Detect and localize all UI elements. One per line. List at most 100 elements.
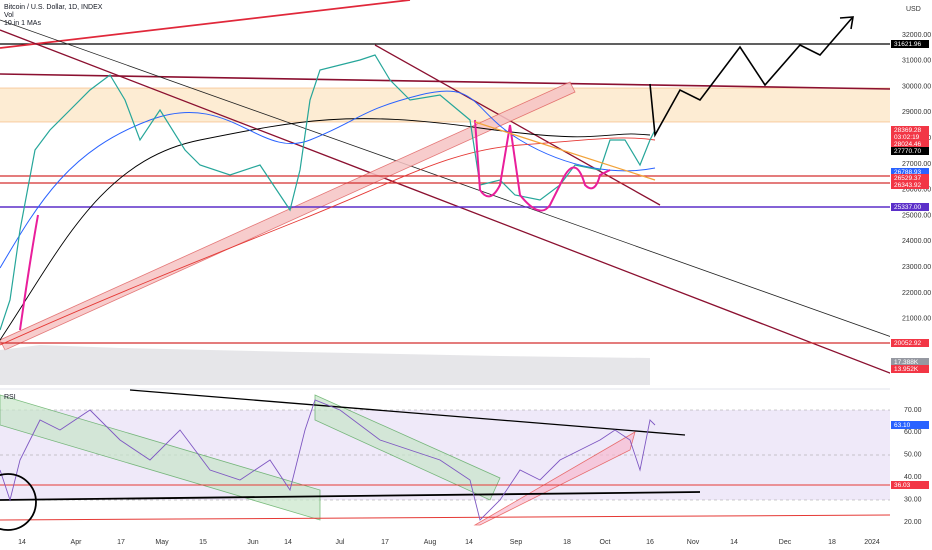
- time-tick-label: Jun: [247, 539, 258, 546]
- time-scale: [0, 532, 890, 550]
- price-tag: 20052.92: [891, 339, 929, 347]
- price-tag: 36.03: [891, 481, 929, 489]
- tag-box: [891, 168, 929, 176]
- price-tick-label: 25000.00: [902, 212, 931, 219]
- tag-label: 31621.96: [894, 41, 921, 48]
- time-tick-label: 14: [730, 539, 738, 546]
- trend-line: [0, 0, 411, 49]
- rsi-title: RSI: [4, 394, 16, 401]
- price-tag: 27770.70: [891, 147, 929, 155]
- price-tick-label: 32000.00: [902, 32, 931, 39]
- time-tick-label: 18: [563, 539, 571, 546]
- time-tick-label: Dec: [779, 539, 792, 546]
- price-tick-label: 24000.00: [902, 238, 931, 245]
- rsi-tick-label: 20.00: [904, 519, 922, 526]
- tag-label: 63.10: [894, 422, 911, 429]
- trend-line: [0, 29, 896, 376]
- time-tick-label: 14: [465, 539, 473, 546]
- rsi-tick-label: 70.00: [904, 407, 922, 414]
- projection: [649, 17, 853, 138]
- tag-box: [891, 339, 929, 347]
- rsi-line: [0, 399, 656, 521]
- price-tick-label: 30000.00: [902, 83, 931, 90]
- tag-label: 26529.37: [894, 175, 921, 182]
- tag-box: [891, 481, 929, 489]
- time-tick-label: May: [155, 539, 169, 546]
- tag-box: [891, 133, 929, 141]
- price-tick-label: 31000.00: [902, 58, 931, 65]
- tag-box: [891, 174, 929, 182]
- trend-line: [0, 19, 901, 341]
- tag-box: [891, 126, 929, 134]
- price-tick-label: 22000.00: [902, 290, 931, 297]
- rsi-channel: [473, 431, 636, 526]
- rsi-tick-label: 40.00: [904, 474, 922, 481]
- time-tick-label: Nov: [687, 539, 700, 546]
- tag-box: [891, 358, 929, 366]
- price-tick-label: 23000.00: [902, 264, 931, 271]
- tag-box: [891, 203, 929, 211]
- time-tick-label: 16: [646, 539, 654, 546]
- time-tick-label: Jul: [336, 539, 345, 546]
- time-tick-label: 14: [284, 539, 292, 546]
- tag-box: [891, 365, 929, 373]
- currency-label: USD: [906, 6, 921, 13]
- trend-line: [0, 73, 891, 90]
- time-tick-label: Oct: [600, 539, 611, 546]
- symbol-title: Bitcoin / U.S. Dollar, 1D, INDEX: [4, 4, 103, 11]
- time-tick-label: 2024: [864, 539, 880, 546]
- tag-box: [891, 40, 929, 48]
- price-tag: 26529.37: [891, 174, 929, 182]
- time-tick-label: 15: [199, 539, 207, 546]
- time-tick-label: 18: [828, 539, 836, 546]
- tag-label: 25337.00: [894, 204, 921, 211]
- price-tag: 25337.00: [891, 203, 929, 211]
- price-tag: 26788.93: [891, 168, 929, 176]
- price-tag: 13.952K: [891, 365, 929, 373]
- time-tick-label: Apr: [71, 539, 83, 546]
- moving-average: [0, 90, 656, 269]
- price-scale: [890, 0, 932, 550]
- rsi-tick-label: 60.00: [904, 429, 922, 436]
- tag-label: 28024.46: [894, 141, 921, 148]
- price-tick-label: 26000.00: [902, 187, 931, 194]
- time-tick-label: 17: [381, 539, 389, 546]
- tag-box: [891, 140, 929, 148]
- tag-label: 17.388K: [894, 359, 919, 366]
- moving-average: [0, 137, 656, 346]
- tag-label: 36.03: [894, 482, 911, 489]
- rsi-trend: [0, 514, 891, 521]
- time-tick-label: Aug: [424, 539, 437, 546]
- price-tag: 63.10: [891, 421, 929, 429]
- time-tick-label: Sep: [510, 539, 523, 546]
- indicator-label: 10 in 1 MAs: [4, 20, 41, 27]
- volume-area: [0, 345, 650, 385]
- tag-label: 03:02:19: [894, 134, 920, 141]
- tag-label: 20052.92: [894, 340, 921, 347]
- rsi-channel: [314, 394, 501, 501]
- price-tag: 28369.28: [891, 126, 929, 134]
- pattern-drawing: [474, 119, 611, 212]
- rsi-trend: [129, 389, 686, 436]
- price-tag: 03:02:19: [891, 133, 929, 141]
- tag-box: [891, 147, 929, 155]
- rsi-tick-label: 50.00: [904, 452, 922, 459]
- trend-line: [474, 121, 656, 181]
- labels: 32000.0031000.0030000.0029000.0028000.00…: [18, 32, 931, 546]
- resistance-zone: [0, 88, 890, 122]
- tag-box: [891, 421, 929, 429]
- tag-box: [891, 181, 929, 189]
- price-tag: 17.388K: [891, 358, 929, 366]
- tag-label: 26343.92: [894, 182, 921, 189]
- rsi-tick-label: 30.00: [904, 496, 922, 503]
- tag-label: 26788.93: [894, 169, 921, 176]
- price-tag: 31621.96: [891, 40, 929, 48]
- time-tick-label: 17: [117, 539, 125, 546]
- price-tag: 28024.46: [891, 140, 929, 148]
- projection-arrow: [839, 16, 854, 30]
- trend-line: [374, 44, 661, 206]
- pattern-drawing: [19, 214, 39, 331]
- price-tick-label: 21000.00: [902, 316, 931, 323]
- tag-label: 13.952K: [894, 366, 919, 373]
